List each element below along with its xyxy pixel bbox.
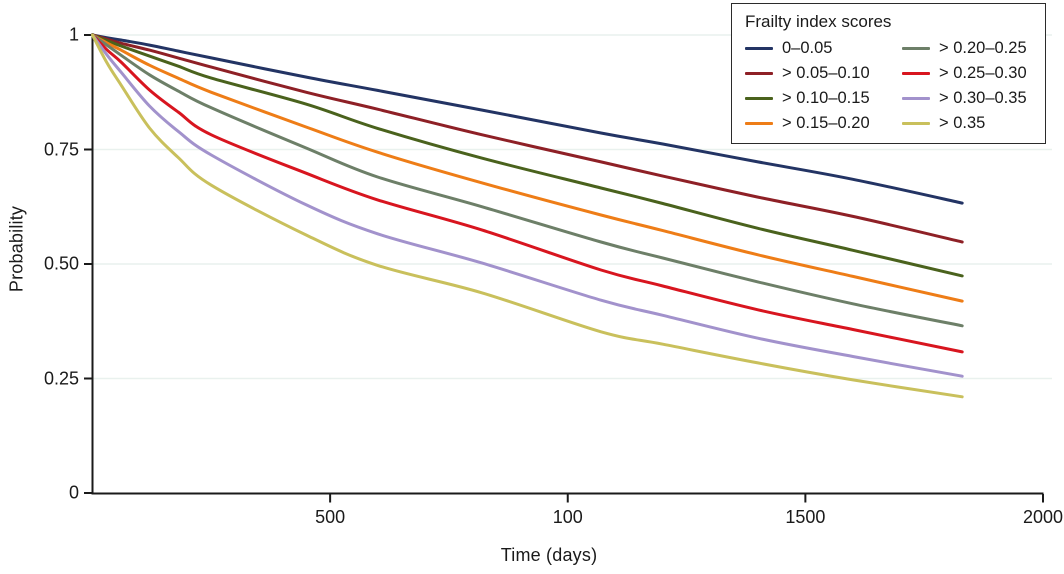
legend-swatch <box>902 97 930 100</box>
legend-item: > 0.25–0.30 <box>902 64 1035 83</box>
survival-curve <box>91 33 964 399</box>
legend: Frailty index scores 0–0.05 > 0.05–0.10 > … <box>731 3 1046 144</box>
legend-label: > 0.25–0.30 <box>939 64 1027 82</box>
x-tick-label: 2000 <box>1022 507 1064 527</box>
legend-item: > 0.10–0.15 <box>745 89 878 108</box>
legend-label: > 0.30–0.35 <box>939 89 1027 107</box>
survival-curve <box>91 33 964 244</box>
x-tick-label: 100 <box>552 507 583 527</box>
legend-label: > 0.10–0.15 <box>782 89 870 107</box>
legend-swatch <box>745 72 773 75</box>
legend-item: > 0.05–0.10 <box>745 64 878 83</box>
legend-label: 0–0.05 <box>782 39 833 57</box>
y-tick-label: 0.75 <box>43 139 79 159</box>
x-axis-title: Time (days) <box>500 545 598 565</box>
survival-curve <box>91 33 964 378</box>
legend-items: 0–0.05 > 0.05–0.10 > 0.10–0.15 > 0.15–0.20 >… <box>745 39 1035 133</box>
legend-item: > 0.35 <box>902 114 1035 133</box>
legend-swatch <box>745 122 773 125</box>
legend-item: 0–0.05 <box>745 39 878 58</box>
y-axis-title: Probability <box>6 205 27 293</box>
x-tick-label: 1500 <box>785 507 826 527</box>
legend-swatch <box>745 47 773 50</box>
legend-swatch <box>902 47 930 50</box>
legend-item: > 0.30–0.35 <box>902 89 1035 108</box>
survival-curve <box>91 33 964 278</box>
legend-label: > 0.35 <box>939 114 986 132</box>
y-tick-label: 1 <box>68 24 79 45</box>
legend-swatch <box>745 97 773 100</box>
legend-swatch <box>902 72 930 75</box>
survival-curve <box>91 33 964 303</box>
x-tick-label: 500 <box>315 507 346 527</box>
legend-label: > 0.20–0.25 <box>939 39 1027 57</box>
legend-title: Frailty index scores <box>745 12 892 31</box>
legend-label: > 0.15–0.20 <box>782 114 870 132</box>
legend-label: > 0.05–0.10 <box>782 64 870 82</box>
legend-swatch <box>902 122 930 125</box>
y-tick-label: 0.50 <box>43 253 79 274</box>
y-tick-label: 0.25 <box>43 368 79 388</box>
legend-item: > 0.15–0.20 <box>745 114 878 133</box>
survival-curve <box>91 33 964 354</box>
legend-item: > 0.20–0.25 <box>902 39 1035 58</box>
survival-curve <box>91 33 964 328</box>
y-tick-label: 0 <box>68 482 79 503</box>
survival-curve <box>91 33 964 205</box>
